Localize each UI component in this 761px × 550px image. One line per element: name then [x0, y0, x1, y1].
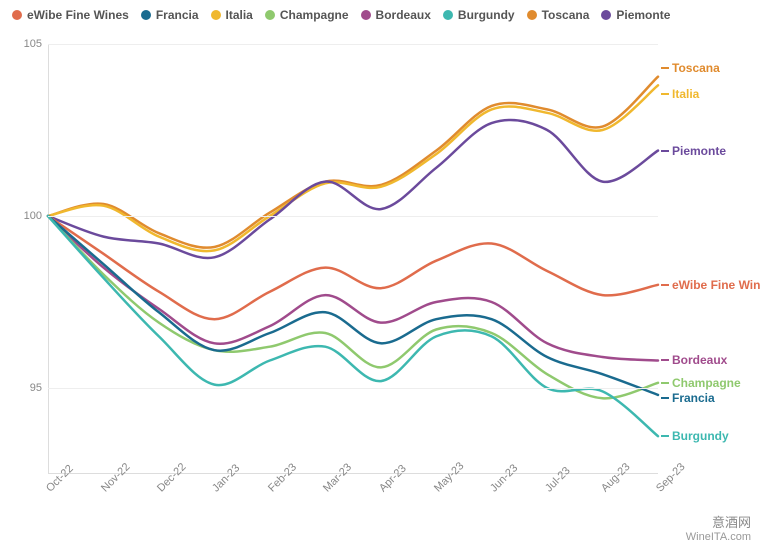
series-line [48, 77, 658, 248]
legend-dot [601, 10, 611, 20]
series-line [48, 216, 658, 436]
legend-dot [141, 10, 151, 20]
legend-item[interactable]: Champagne [265, 8, 349, 22]
end-label-dash [661, 435, 669, 437]
end-label: Burgundy [672, 429, 729, 443]
legend-dot [211, 10, 221, 20]
legend-item[interactable]: Toscana [527, 8, 590, 22]
x-tick-label: Sep-23 [654, 461, 703, 510]
end-label: eWibe Fine Wines [672, 278, 761, 292]
end-label-dash [661, 359, 669, 361]
y-tick-label: 100 [20, 210, 42, 222]
end-label-dash [661, 284, 669, 286]
legend-item[interactable]: Burgundy [443, 8, 515, 22]
legend: eWibe Fine Wines Francia Italia Champagne Bo… [0, 0, 761, 26]
legend-label: Italia [226, 8, 253, 22]
legend-label: Piemonte [616, 8, 670, 22]
series-line [48, 85, 658, 251]
series-line [48, 216, 658, 319]
end-label: Toscana [672, 61, 720, 75]
legend-label: Francia [156, 8, 199, 22]
grid-line [48, 216, 658, 217]
end-label-dash [661, 150, 669, 152]
legend-item[interactable]: Bordeaux [361, 8, 431, 22]
series-line [48, 216, 658, 361]
legend-item[interactable]: Francia [141, 8, 199, 22]
end-label-dash [661, 93, 669, 95]
end-label-dash [661, 67, 669, 69]
end-label: Francia [672, 391, 715, 405]
legend-label: Bordeaux [376, 8, 431, 22]
legend-label: Toscana [542, 8, 590, 22]
end-label: Italia [672, 87, 699, 101]
legend-dot [527, 10, 537, 20]
legend-item[interactable]: Piemonte [601, 8, 670, 22]
y-tick-label: 95 [20, 382, 42, 394]
grid-line [48, 388, 658, 389]
end-label: Bordeaux [672, 353, 727, 367]
series-line [48, 120, 658, 258]
legend-dot [443, 10, 453, 20]
line-chart: 95100105Oct-22Nov-22Dec-22Jan-23Feb-23Ma… [20, 34, 750, 534]
series-line [48, 216, 658, 395]
legend-dot [361, 10, 371, 20]
watermark: 意酒网 WineITA.com [686, 515, 751, 544]
end-label: Champagne [672, 376, 741, 390]
end-label-dash [661, 382, 669, 384]
legend-label: eWibe Fine Wines [27, 8, 129, 22]
legend-label: Champagne [280, 8, 349, 22]
legend-label: Burgundy [458, 8, 515, 22]
legend-item[interactable]: eWibe Fine Wines [12, 8, 129, 22]
y-tick-label: 105 [20, 38, 42, 50]
end-label-dash [661, 397, 669, 399]
legend-dot [12, 10, 22, 20]
grid-line [48, 44, 658, 45]
watermark-cn: 意酒网 [686, 515, 751, 531]
chart-svg [48, 44, 658, 474]
watermark-en: WineITA.com [686, 531, 751, 544]
legend-item[interactable]: Italia [211, 8, 253, 22]
legend-dot [265, 10, 275, 20]
end-label: Piemonte [672, 144, 726, 158]
